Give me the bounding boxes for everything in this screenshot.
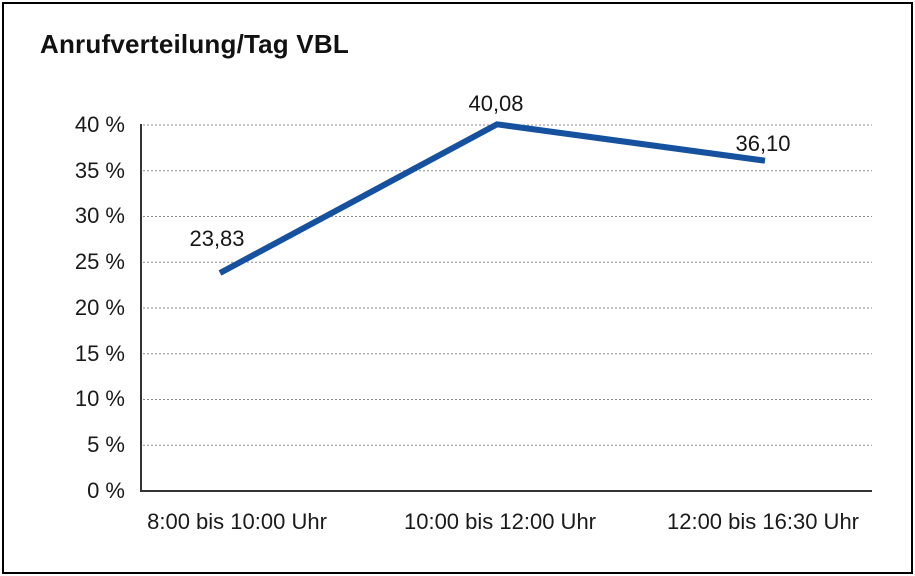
data-label-2: 40,08 <box>468 91 524 116</box>
y-tick-label-5: 5 % <box>87 432 125 457</box>
chart-title: Anrufverteilung/Tag VBL <box>40 29 349 59</box>
y-tick-label-15: 15 % <box>74 341 125 366</box>
y-tick-label-35: 35 % <box>74 158 125 183</box>
data-line <box>218 121 766 276</box>
y-tick-label-0: 0 % <box>87 478 125 503</box>
data-label-3: 36,10 <box>735 131 791 156</box>
x-category-label-3: 12:00 bis 16:30 Uhr <box>666 509 860 534</box>
y-tick-label-20: 20 % <box>74 295 125 320</box>
x-category-label-2: 10:00 bis 12:00 Uhr <box>403 509 597 534</box>
y-tick-label-25: 25 % <box>74 249 125 274</box>
y-tick-label-40: 40 % <box>74 112 125 137</box>
x-category-label-1: 8:00 bis 10:00 Uhr <box>147 509 327 534</box>
gridlines <box>143 124 872 446</box>
data-label-1: 23,83 <box>189 226 245 251</box>
y-tick-label-30: 30 % <box>74 203 125 228</box>
y-tick-label-10: 10 % <box>74 386 125 411</box>
